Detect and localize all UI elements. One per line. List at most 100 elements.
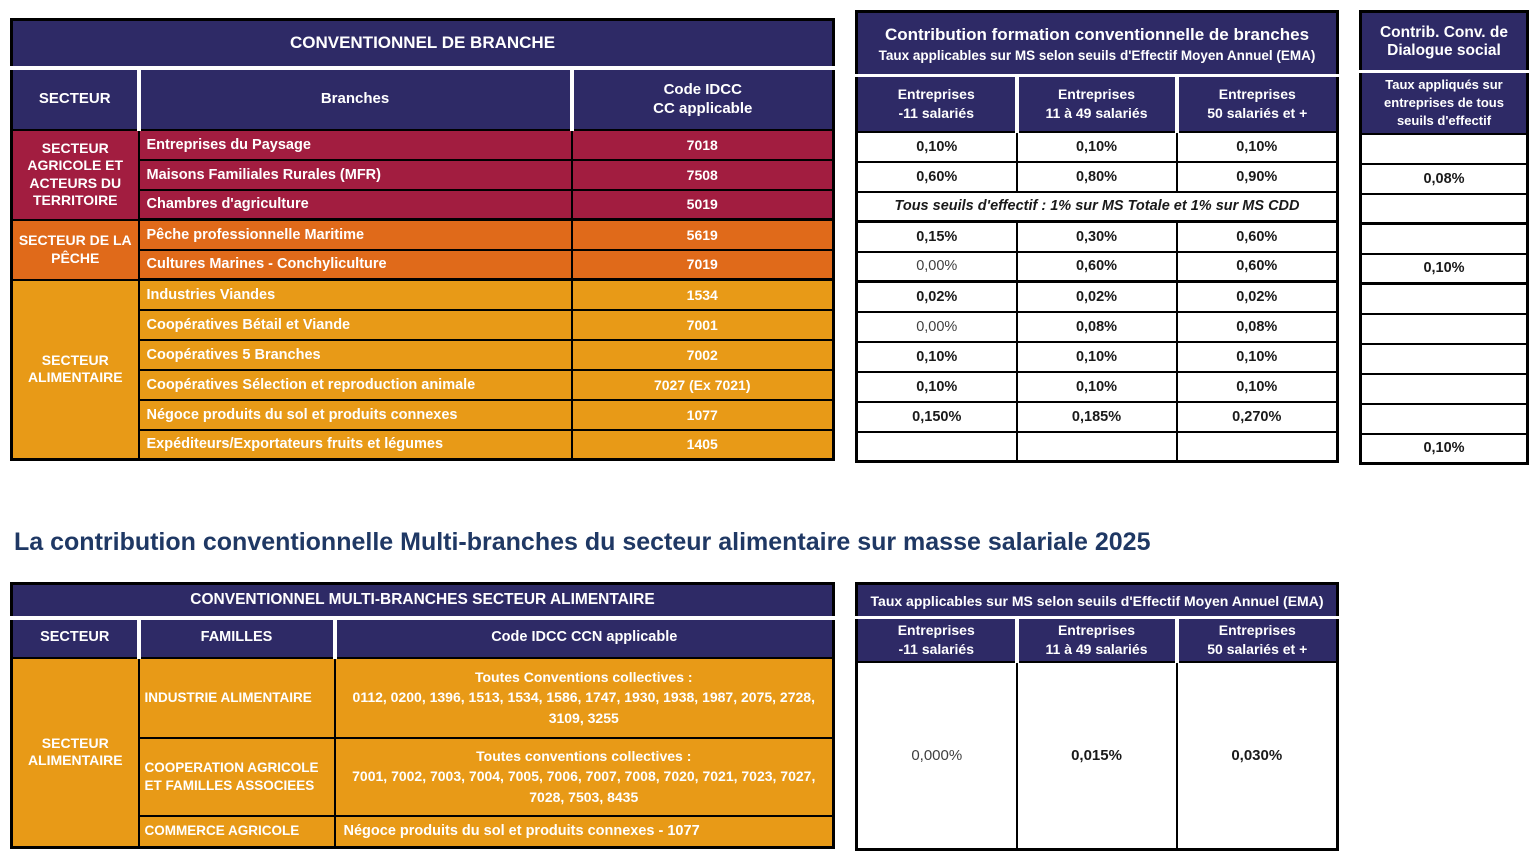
col-header-line: -11 salariés bbox=[898, 640, 974, 657]
rate-cell: 0,15% bbox=[855, 220, 1018, 253]
multi-table-title: CONVENTIONNEL MULTI-BRANCHES SECTEUR ALI… bbox=[10, 582, 835, 620]
merged-note-cell: Tous seuils d'effectif : 1% sur MS Total… bbox=[855, 190, 1339, 223]
branch-table-header-row: SECTEUR Branches Code IDCC CC applicable bbox=[10, 66, 835, 131]
branch-cell: Chambres d'agriculture bbox=[137, 188, 573, 221]
codes-intro: Toutes Conventions collectives : bbox=[474, 669, 693, 686]
multi-rates-title-row: Taux applicables sur MS selon seuils d'E… bbox=[855, 582, 1339, 619]
branch-table-title-row: CONVENTIONNEL DE BRANCHE bbox=[10, 18, 835, 70]
dialogue-title-line1: Contrib. Conv. de bbox=[1379, 23, 1508, 41]
codes-intro: Toutes conventions collectives : bbox=[476, 748, 692, 765]
rate-cell: 0,02% bbox=[855, 280, 1018, 313]
branch-cell: Coopératives 5 Branches bbox=[137, 338, 573, 371]
col-header-code-line2: CC applicable bbox=[653, 100, 753, 117]
rate-cell: 0,10% bbox=[1175, 340, 1339, 373]
code-cell: 5019 bbox=[570, 188, 835, 221]
table-row: Négoce produits du sol et produits conne… bbox=[12, 398, 835, 431]
col-header-secteur: SECTEUR bbox=[10, 616, 141, 659]
branch-cell: Coopératives Bétail et Viande bbox=[137, 308, 573, 341]
branch-cell: Pêche professionnelle Maritime bbox=[137, 218, 573, 251]
famille-cell: COOPERATION AGRICOLE ET FAMILLES ASSOCIE… bbox=[137, 736, 336, 817]
col-header-line: Entreprises bbox=[1057, 85, 1136, 102]
table-row: SECTEUR ALIMENTAIRE INDUSTRIE ALIMENTAIR… bbox=[10, 656, 835, 849]
col-header-minus11: Entreprises -11 salariés bbox=[855, 74, 1019, 133]
code-cell: 1534 bbox=[570, 278, 835, 311]
col-header-line: Entreprises bbox=[1218, 621, 1296, 638]
col-header-line: 50 salariés et + bbox=[1207, 104, 1308, 121]
code-cell: 7019 bbox=[570, 248, 835, 281]
rate-cell: 0,030% bbox=[1175, 660, 1339, 851]
rate-cell: 0,90% bbox=[1175, 160, 1339, 193]
dialogue-cell bbox=[1359, 132, 1529, 165]
dialogue-cell: 0,08% bbox=[1359, 162, 1529, 195]
dialogue-cell bbox=[1359, 402, 1529, 435]
table-row: 0,00% 0,08% 0,08% bbox=[855, 310, 1339, 343]
col-header-line: 50 salariés et + bbox=[1207, 640, 1308, 657]
rate-cell: 0,270% bbox=[1175, 400, 1339, 433]
rate-cell: 0,000% bbox=[855, 660, 1018, 851]
table-row: Coopératives 5 Branches 7002 bbox=[12, 338, 835, 371]
col-header-line: -11 salariés bbox=[898, 104, 974, 121]
rate-cell-empty bbox=[855, 430, 1018, 463]
branch-cell: Expéditeurs/Exportateurs fruits et légum… bbox=[137, 428, 573, 461]
dialogue-subtitle: Taux appliqués sur entreprises de tous s… bbox=[1359, 70, 1529, 135]
col-header-familles: FAMILLES bbox=[137, 616, 337, 659]
table-row: Coopératives Bétail et Viande 7001 bbox=[12, 308, 835, 341]
col-header-line: 11 à 49 salariés bbox=[1045, 104, 1148, 121]
dialogue-title-line2: Dialogue social bbox=[1387, 41, 1501, 59]
table-row bbox=[855, 430, 1339, 463]
code-cell: 7018 bbox=[570, 128, 835, 161]
table-row bbox=[1359, 312, 1529, 345]
dialogue-cell bbox=[1359, 222, 1529, 255]
rate-cell: 0,08% bbox=[1175, 310, 1339, 343]
rate-cell: 0,150% bbox=[855, 400, 1018, 433]
rate-cell: 0,10% bbox=[1015, 130, 1178, 163]
branch-cell: Négoce produits du sol et produits conne… bbox=[137, 398, 573, 431]
codes-list: 0112, 0200, 1396, 1513, 1534, 1586, 1747… bbox=[352, 689, 815, 726]
multi-table: CONVENTIONNEL MULTI-BRANCHES SECTEUR ALI… bbox=[10, 582, 835, 849]
table-row: Cultures Marines - Conchyliculture 7019 bbox=[12, 248, 835, 281]
dialogue-title-cell: Contrib. Conv. de Dialogue social bbox=[1359, 10, 1529, 73]
col-header-code-idcc: Code IDCC CCN applicable bbox=[333, 616, 835, 659]
dialogue-table: Contrib. Conv. de Dialogue social Taux a… bbox=[1359, 10, 1529, 465]
table-row: Coopératives Sélection et reproduction a… bbox=[12, 368, 835, 401]
codes-list: 7001, 7002, 7003, 7004, 7005, 7006, 7007… bbox=[352, 768, 816, 805]
branch-cell: Maisons Familiales Rurales (MFR) bbox=[137, 158, 573, 191]
table-row: 0,60% 0,80% 0,90% bbox=[855, 160, 1339, 193]
codes-cell: Négoce produits du sol et produits conne… bbox=[333, 814, 835, 849]
rate-cell: 0,015% bbox=[1015, 660, 1178, 851]
branch-table: CONVENTIONNEL DE BRANCHE SECTEUR Branche… bbox=[10, 18, 836, 461]
rate-cell-empty bbox=[1175, 430, 1339, 463]
famille-cell: COMMERCE AGRICOLE bbox=[137, 814, 336, 849]
table-row: Expéditeurs/Exportateurs fruits et légum… bbox=[12, 428, 835, 461]
table-row bbox=[1359, 402, 1529, 435]
col-header-11to49: Entreprises 11 à 49 salariés bbox=[1015, 74, 1179, 133]
multi-table-header-row: SECTEUR FAMILLES Code IDCC CCN applicabl… bbox=[10, 616, 835, 659]
rate-cell: 0,30% bbox=[1015, 220, 1178, 253]
multi-rates-title: Taux applicables sur MS selon seuils d'E… bbox=[855, 582, 1339, 619]
table-row: 0,10% 0,10% 0,10% bbox=[855, 370, 1339, 403]
dialogue-subtitle-row: Taux appliqués sur entreprises de tous s… bbox=[1359, 70, 1529, 135]
code-cell: 7002 bbox=[570, 338, 835, 371]
rate-cell: 0,60% bbox=[1175, 250, 1339, 283]
rates-table-subtitle: Taux applicables sur MS selon seuils d'E… bbox=[878, 47, 1316, 63]
rate-cell: 0,02% bbox=[1175, 280, 1339, 313]
table-row bbox=[1359, 372, 1529, 405]
code-cell: 1405 bbox=[570, 428, 835, 461]
dialogue-cell bbox=[1359, 192, 1529, 225]
table-row: 0,000% 0,015% 0,030% bbox=[855, 660, 1339, 851]
branch-cell: Industries Viandes bbox=[137, 278, 573, 311]
rate-cell: 0,185% bbox=[1015, 400, 1178, 433]
code-cell: 7001 bbox=[570, 308, 835, 341]
col-header-branches: Branches bbox=[137, 66, 574, 131]
code-cell: 5619 bbox=[570, 218, 835, 251]
table-row: SECTEUR DE LA PÊCHE Pêche professionnell… bbox=[10, 218, 835, 281]
table-row: 0,10% 0,10% 0,10% bbox=[855, 130, 1339, 163]
code-cell: 1077 bbox=[570, 398, 835, 431]
table-row: 0,15% 0,30% 0,60% bbox=[855, 220, 1339, 253]
col-header-50plus: Entreprises 50 salariés et + bbox=[1175, 74, 1339, 133]
sector-cell-agricole: SECTEUR AGRICOLE ET ACTEURS DU TERRITOIR… bbox=[10, 128, 140, 221]
col-header-line: Entreprises bbox=[897, 85, 975, 102]
rates-table-title: Contribution formation conventionnelle d… bbox=[884, 24, 1310, 44]
col-header-line: Entreprises bbox=[897, 621, 975, 638]
rate-cell: 0,60% bbox=[1175, 220, 1339, 253]
